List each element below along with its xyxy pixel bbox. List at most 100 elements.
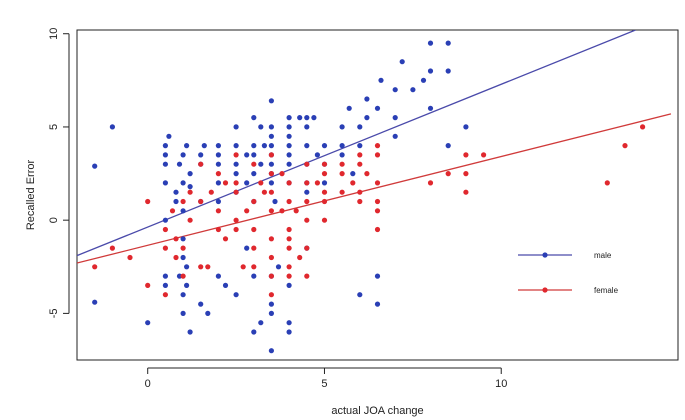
male-point <box>427 68 434 74</box>
male-point <box>311 115 317 121</box>
y-tick-label: -5 <box>48 308 60 318</box>
female-point <box>244 208 250 214</box>
male-point <box>198 301 204 307</box>
male-point <box>173 189 179 195</box>
male-point <box>187 184 193 190</box>
female-point <box>162 245 168 251</box>
female-point <box>268 208 274 214</box>
female-point <box>357 152 363 158</box>
female-point <box>314 180 320 186</box>
male-point <box>304 115 310 121</box>
female-point <box>304 180 310 186</box>
male-point <box>427 105 434 111</box>
male-point <box>251 273 257 279</box>
male-point <box>346 105 352 111</box>
female-point <box>339 189 345 195</box>
female-point <box>261 189 267 195</box>
female-point <box>92 264 98 270</box>
y-tick-label: 0 <box>48 217 60 223</box>
male-point <box>374 301 381 307</box>
female-point <box>286 198 292 205</box>
x-tick-label: 0 <box>145 378 151 390</box>
male-point <box>215 198 221 205</box>
male-point <box>304 189 310 195</box>
male-point <box>357 143 363 149</box>
male-point <box>109 124 115 130</box>
male-point <box>244 245 250 251</box>
male-point <box>180 236 186 242</box>
male-point <box>261 143 267 149</box>
male-point <box>187 171 193 177</box>
male-point <box>268 143 274 149</box>
female-point <box>169 208 176 214</box>
female-point <box>321 217 328 223</box>
male-point <box>251 329 257 335</box>
male-point <box>215 161 221 167</box>
male-point <box>233 124 239 130</box>
male-point <box>445 68 451 74</box>
female-point <box>374 208 381 214</box>
female-point <box>240 264 246 270</box>
male-point <box>198 152 204 158</box>
female-point <box>640 124 646 130</box>
female-point <box>251 198 257 205</box>
female-point <box>463 171 469 177</box>
female-point <box>187 217 193 223</box>
female-point <box>198 198 204 205</box>
female-point <box>304 198 310 205</box>
female-point <box>339 161 345 167</box>
male-point <box>205 310 211 316</box>
female-point <box>286 245 292 251</box>
male-point <box>399 59 405 65</box>
legend: male female <box>518 251 619 295</box>
female-point <box>222 180 229 186</box>
male-point <box>233 171 239 177</box>
male-legend-marker <box>542 252 548 258</box>
female-point <box>162 292 168 298</box>
male-point <box>268 348 274 354</box>
female-point <box>215 208 221 214</box>
female-point <box>286 226 292 233</box>
female-point <box>233 189 239 195</box>
female-point <box>374 152 381 158</box>
male-point <box>339 152 345 158</box>
female-point <box>321 189 328 195</box>
y-tick-label: 10 <box>48 28 60 40</box>
male-point <box>268 310 274 316</box>
male-point <box>420 77 427 83</box>
male-point <box>215 152 221 158</box>
male-point <box>297 115 303 121</box>
x-tick-label: 10 <box>495 378 507 390</box>
female-point <box>268 292 274 298</box>
female-point <box>364 171 370 177</box>
male-point <box>162 161 168 167</box>
male-point <box>268 124 274 130</box>
male-point <box>286 133 292 139</box>
male-point <box>268 301 274 307</box>
female-point <box>357 198 363 205</box>
female-point <box>268 171 274 177</box>
female-point <box>251 264 257 270</box>
male-point <box>374 105 381 111</box>
female-point <box>268 236 274 242</box>
male-point <box>222 282 229 288</box>
male-point <box>215 273 221 279</box>
male-point <box>374 273 381 279</box>
female-point <box>258 180 264 186</box>
male-point <box>410 87 416 93</box>
female-point <box>463 152 469 158</box>
male-point <box>180 152 186 158</box>
data-points <box>92 40 646 354</box>
male-point <box>180 208 186 214</box>
male-point <box>286 124 292 130</box>
female-point <box>198 264 204 270</box>
male-point <box>233 292 239 298</box>
female-point <box>233 180 239 186</box>
female-point <box>350 180 356 186</box>
male-point <box>268 98 274 104</box>
male-point <box>233 143 239 149</box>
female-point <box>304 217 310 223</box>
male-point <box>286 161 292 167</box>
male-point <box>184 264 190 270</box>
